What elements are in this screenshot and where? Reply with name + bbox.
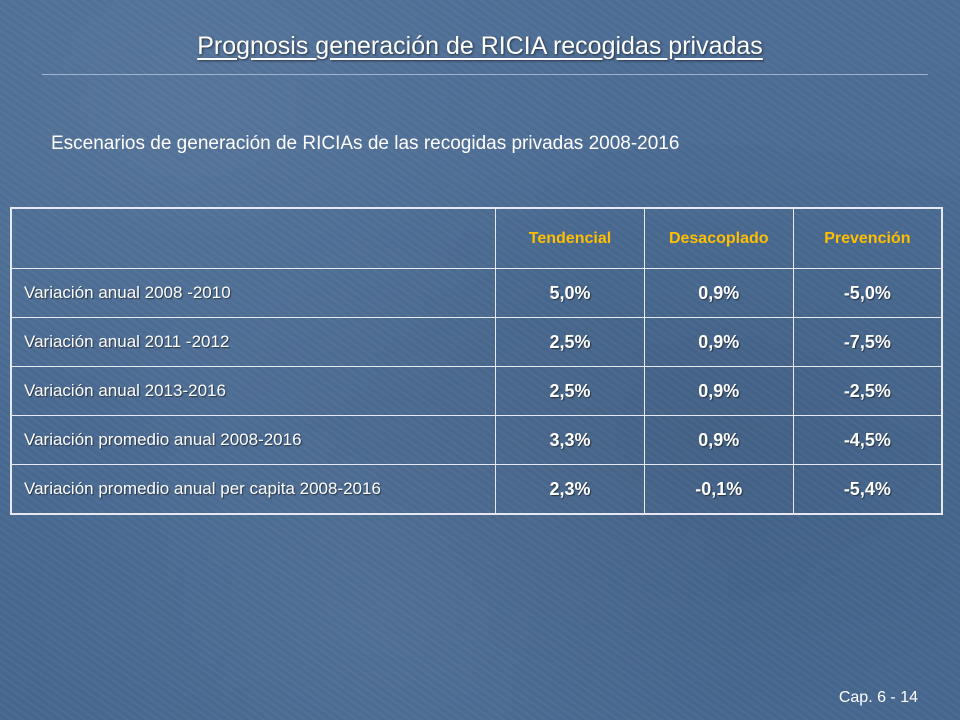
slide-subtitle: Escenarios de generación de RICIAs de la… [51, 133, 680, 154]
row-label: Variación anual 2013-2016 [10, 366, 497, 416]
title-divider [42, 74, 928, 75]
cell-tendencial: 2,5% [495, 366, 645, 416]
row-label: Variación anual 2008 -2010 [10, 268, 497, 318]
slide-title: Prognosis generación de RICIA recogidas … [197, 32, 763, 60]
cell-desacoplado: 0,9% [643, 268, 794, 318]
table-row: Variación anual 2008 -2010 5,0% 0,9% -5,… [10, 268, 943, 318]
cell-prevencion: -2,5% [792, 366, 943, 416]
header-empty-cell [10, 207, 497, 269]
cell-desacoplado: 0,9% [643, 415, 794, 465]
cell-tendencial: 3,3% [495, 415, 645, 465]
header-prevencion: Prevención [792, 207, 943, 269]
cell-tendencial: 2,5% [495, 317, 645, 367]
page-number: Cap. 6 - 14 [838, 689, 918, 706]
table-row: Variación anual 2011 -2012 2,5% 0,9% -7,… [10, 317, 943, 367]
row-label: Variación anual 2011 -2012 [10, 317, 497, 367]
table-header-row: Tendencial Desacoplado Prevención [10, 207, 943, 269]
table-row: Variación promedio anual 2008-2016 3,3% … [10, 415, 943, 465]
header-desacoplado: Desacoplado [643, 207, 794, 269]
cell-prevencion: -7,5% [792, 317, 943, 367]
scenario-table: Tendencial Desacoplado Prevención Variac… [10, 207, 943, 515]
cell-desacoplado: 0,9% [643, 366, 794, 416]
cell-prevencion: -4,5% [792, 415, 943, 465]
table-row: Variación anual 2013-2016 2,5% 0,9% -2,5… [10, 366, 943, 416]
row-label: Variación promedio anual 2008-2016 [10, 415, 497, 465]
row-label: Variación promedio anual per capita 2008… [10, 464, 497, 515]
cell-prevencion: -5,4% [792, 464, 943, 515]
table-row: Variación promedio anual per capita 2008… [10, 464, 943, 515]
header-tendencial: Tendencial [495, 207, 645, 269]
cell-tendencial: 5,0% [495, 268, 645, 318]
cell-prevencion: -5,0% [792, 268, 943, 318]
cell-desacoplado: -0,1% [643, 464, 794, 515]
cell-desacoplado: 0,9% [643, 317, 794, 367]
cell-tendencial: 2,3% [495, 464, 645, 515]
